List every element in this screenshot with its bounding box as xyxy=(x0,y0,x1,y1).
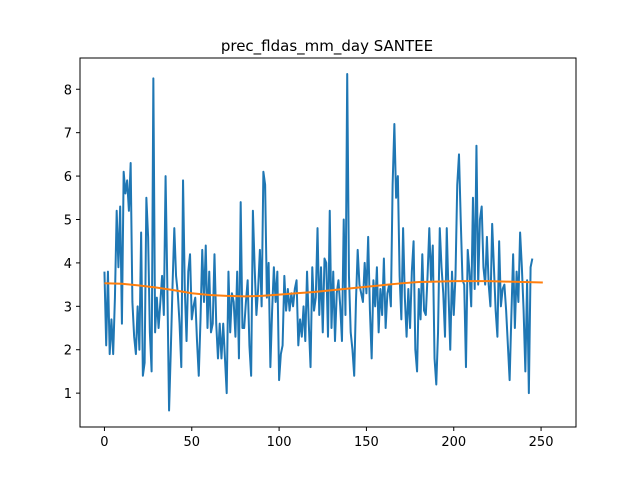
x-axis: 0 50 100 150 200 250 xyxy=(100,427,553,450)
x-tick-label: 50 xyxy=(184,435,201,450)
series-line-1 xyxy=(103,73,534,412)
y-tick-label: 5 xyxy=(64,213,72,228)
y-tick-label: 4 xyxy=(64,257,72,272)
y-tick-label: 2 xyxy=(64,344,72,359)
x-tick-label: 0 xyxy=(100,435,108,450)
y-tick-label: 8 xyxy=(64,83,72,98)
x-tick-label: 100 xyxy=(267,435,292,450)
y-tick-label: 1 xyxy=(64,387,72,402)
plot-area xyxy=(103,73,543,412)
chart-title: prec_fldas_mm_day SANTEE xyxy=(221,37,433,56)
axes-frame xyxy=(79,57,577,428)
y-tick-label: 6 xyxy=(64,170,72,185)
y-tick-label: 7 xyxy=(64,127,72,142)
x-tick-label: 150 xyxy=(354,435,379,450)
x-tick-label: 250 xyxy=(529,435,554,450)
y-axis: 1 2 3 4 5 6 7 8 xyxy=(64,83,80,402)
y-tick-label: 3 xyxy=(64,300,72,315)
x-tick-label: 200 xyxy=(441,435,466,450)
series-line-2 xyxy=(104,280,543,298)
